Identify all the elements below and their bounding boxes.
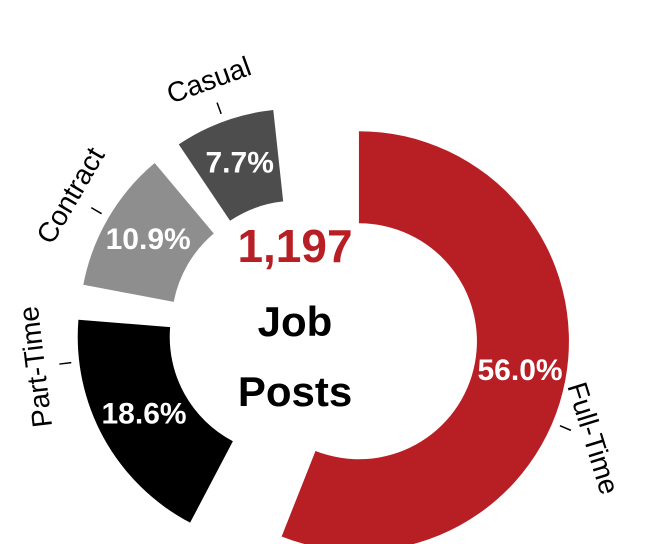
center-text: Posts	[238, 368, 352, 415]
category-label: Casual	[163, 51, 256, 110]
label-tick	[90, 206, 102, 215]
value-label: 10.9%	[106, 223, 191, 256]
donut-segment	[281, 131, 569, 544]
value-label: 56.0%	[477, 354, 562, 387]
label-tick	[59, 361, 72, 365]
label-tick	[559, 425, 572, 432]
donut-segment	[83, 163, 214, 302]
category-label: Part-Time	[13, 305, 58, 430]
label-tick	[216, 102, 222, 115]
center-value: 1,197	[237, 220, 352, 272]
center-text: Job	[258, 298, 333, 345]
donut-segment	[77, 319, 233, 523]
category-label: Full-Time	[561, 378, 625, 498]
value-label: 18.6%	[102, 398, 187, 431]
value-label: 7.7%	[205, 147, 273, 180]
category-label: Contract	[30, 142, 110, 249]
donut-segment	[178, 109, 284, 221]
